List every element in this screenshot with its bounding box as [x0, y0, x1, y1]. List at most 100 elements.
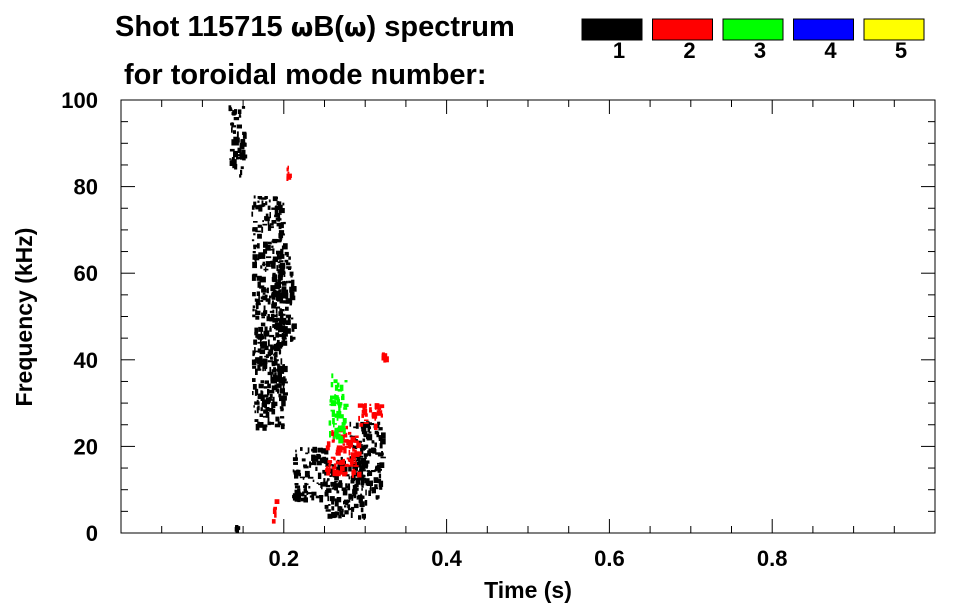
mode-1-pixel [262, 220, 264, 223]
mode-1-pixel [258, 197, 263, 200]
mode-1-pixel [353, 426, 357, 429]
mode-1-pixel [374, 468, 378, 472]
mode-1-pixel [317, 472, 322, 479]
mode-1-pixel [267, 221, 270, 226]
mode-1-pixel [344, 474, 350, 477]
mode-1-pixel [278, 289, 282, 293]
mode-1-pixel [300, 497, 305, 502]
mode-1-pixel [274, 318, 279, 323]
mode-1-pixel [276, 306, 281, 309]
mode-1-pixel [324, 504, 329, 509]
mode-1-pixel [347, 504, 351, 509]
mode-3-pixel [333, 423, 337, 425]
mode-3-pixel [329, 399, 333, 403]
mode-1-pixel [334, 481, 337, 484]
mode-1-pixel [233, 140, 239, 146]
mode-1-pixel [303, 488, 307, 494]
mode-1-pixel [262, 424, 267, 431]
mode-2-pixel [354, 452, 357, 458]
mode-1-pixel [281, 378, 287, 382]
mode-1-pixel [297, 494, 301, 497]
mode-2-pixel [343, 432, 348, 438]
mode-2-pixel [342, 443, 346, 446]
mode-3-pixel [334, 384, 339, 391]
mode-1-pixel [339, 510, 344, 516]
mode-1-pixel [285, 306, 289, 311]
mode-1-pixel [364, 453, 367, 460]
mode-1-pixel [261, 402, 267, 408]
mode-1-pixel [228, 107, 232, 109]
mode-1-pixel [331, 506, 335, 511]
mode-1-pixel [266, 256, 272, 259]
mode-1-pixel [261, 316, 265, 319]
mode-1-pixel [369, 487, 372, 491]
mode-2-pixel [326, 470, 331, 476]
mode-1-pixel [373, 487, 379, 490]
mode-1-pixel [269, 295, 272, 299]
mode-1-pixel [271, 303, 276, 309]
mode-1-pixel [268, 344, 273, 347]
mode-1-pixel [260, 265, 263, 269]
mode-2-pixel [346, 457, 350, 460]
mode-1-pixel [327, 513, 333, 519]
mode-1-pixel [239, 174, 242, 178]
mode-3-pixel [337, 427, 342, 430]
mode-1-pixel [377, 453, 382, 457]
mode-1-pixel [256, 299, 260, 305]
mode-1-pixel [359, 495, 365, 499]
mode-1-pixel [292, 494, 297, 499]
mode-1-pixel [274, 375, 278, 381]
mode-1-pixel [275, 359, 279, 362]
mode-2-pixel [344, 439, 349, 441]
mode-1-pixel [229, 158, 232, 160]
mode-1-pixel [280, 248, 284, 255]
mode-1-pixel [263, 268, 269, 271]
mode-1-pixel [280, 309, 285, 312]
mode-1-pixel [254, 298, 257, 302]
mode-1-pixel [370, 470, 376, 473]
mode-1-pixel [281, 245, 284, 250]
mode-1-pixel [344, 500, 349, 503]
mode-1-pixel [287, 298, 293, 304]
mode-1-pixel [279, 213, 282, 215]
mode-2-pixel [340, 466, 345, 472]
mode-1-pixel [284, 259, 289, 263]
mode-1-pixel [353, 464, 356, 466]
mode-2-pixel [354, 435, 359, 438]
mode-1-pixel [255, 205, 260, 210]
mode-1-pixel [262, 367, 267, 369]
mode-3-region-0 [328, 373, 349, 444]
mode-1-pixel [293, 470, 299, 475]
mode-1-pixel [233, 152, 235, 158]
mode-1-pixel [304, 494, 307, 500]
mode-2-pixel [346, 471, 348, 475]
mode-2-pixel [331, 430, 334, 436]
title-omega-2: ω [344, 13, 367, 43]
mode-1-pixel [361, 488, 363, 491]
mode-1-pixel [252, 292, 256, 297]
mode-1-pixel [257, 358, 263, 365]
mode-1-pixel [291, 286, 297, 291]
mode-2-pixel [333, 463, 337, 470]
mode-1-region-4 [284, 251, 297, 342]
mode-1-pixel [281, 271, 286, 274]
mode-2-pixel [383, 356, 389, 363]
mode-2-pixel [361, 413, 364, 418]
mode-1-pixel [283, 221, 286, 225]
mode-1-pixel [263, 310, 268, 313]
mode-1-region-0 [228, 105, 248, 170]
mode-1-pixel [273, 367, 276, 373]
mode-1-pixel [358, 455, 364, 458]
mode-1-pixel [237, 109, 242, 115]
mode-1-pixel [279, 397, 283, 402]
mode-1-pixel [233, 125, 236, 128]
mode-1-pixel [311, 491, 317, 496]
mode-1-pixel [263, 409, 269, 414]
mode-3-pixel [329, 431, 332, 438]
mode-2-pixel [327, 460, 333, 464]
mode-1-pixel [325, 484, 331, 488]
mode-1-pixel [360, 458, 364, 465]
mode-1-pixel [350, 512, 353, 518]
mode-1-pixel [319, 496, 324, 503]
